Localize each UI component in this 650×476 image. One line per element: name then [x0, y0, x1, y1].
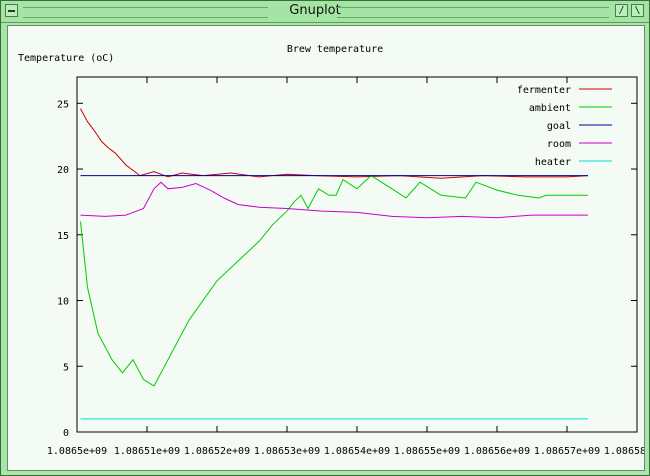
y-tick-label: 0 [63, 428, 69, 439]
menu-bar-icon [8, 10, 15, 12]
x-tick-label: 1.08655e+09 [394, 446, 460, 457]
legend-label-ambient: ambient [529, 103, 571, 114]
x-tick-label: 1.08652e+09 [184, 446, 250, 457]
legend-label-room: room [547, 139, 571, 150]
y-tick-label: 10 [57, 297, 69, 308]
x-tick-label: 1.08656e+09 [464, 446, 530, 457]
tick-group: 0 5 10 15 20 25 1.0865e+09 1.08651e+09 1.08652e+… [47, 77, 644, 457]
x-tick-label: 1.0865e+09 [47, 446, 107, 457]
title-bar-grip-right [337, 7, 609, 18]
maximize-button[interactable]: \ [631, 4, 644, 17]
legend-label-fermenter: fermenter [517, 85, 571, 96]
minimize-button[interactable]: / [615, 4, 628, 17]
x-tick-label: 1.08653e+09 [254, 446, 320, 457]
window-menu-button[interactable] [5, 4, 18, 17]
series-group [80, 108, 589, 420]
y-tick-label: 5 [63, 362, 69, 373]
title-bar[interactable]: Gnuplot / \ [1, 1, 649, 23]
x-tick-label: 1.08654e+09 [324, 446, 390, 457]
y-tick-label: 25 [57, 99, 69, 110]
series-line-room [80, 181, 588, 219]
title-bar-grip-left [23, 7, 268, 18]
plot-area: Brew temperature Temperature (oC) 0 5 10 15… [7, 25, 645, 471]
x-tick-label: 1.08657e+09 [534, 446, 600, 457]
series-line-fermenter [80, 108, 589, 179]
legend-label-goal: goal [547, 121, 571, 132]
y-tick-label: 15 [57, 231, 69, 242]
chart-title: Brew temperature [287, 44, 383, 55]
window-title: Gnuplot [289, 3, 341, 18]
chart-svg: Brew temperature Temperature (oC) 0 5 10 15… [18, 44, 644, 457]
legend: fermenter ambient goal room heater [517, 85, 612, 168]
x-tick-label: 1.08651e+09 [114, 446, 180, 457]
series-line-ambient [80, 174, 588, 387]
legend-label-heater: heater [535, 157, 571, 168]
y-axis-label: Temperature (oC) [18, 53, 114, 64]
x-tick-label: 1.08658e+09 [604, 446, 644, 457]
y-tick-label: 20 [57, 165, 69, 176]
